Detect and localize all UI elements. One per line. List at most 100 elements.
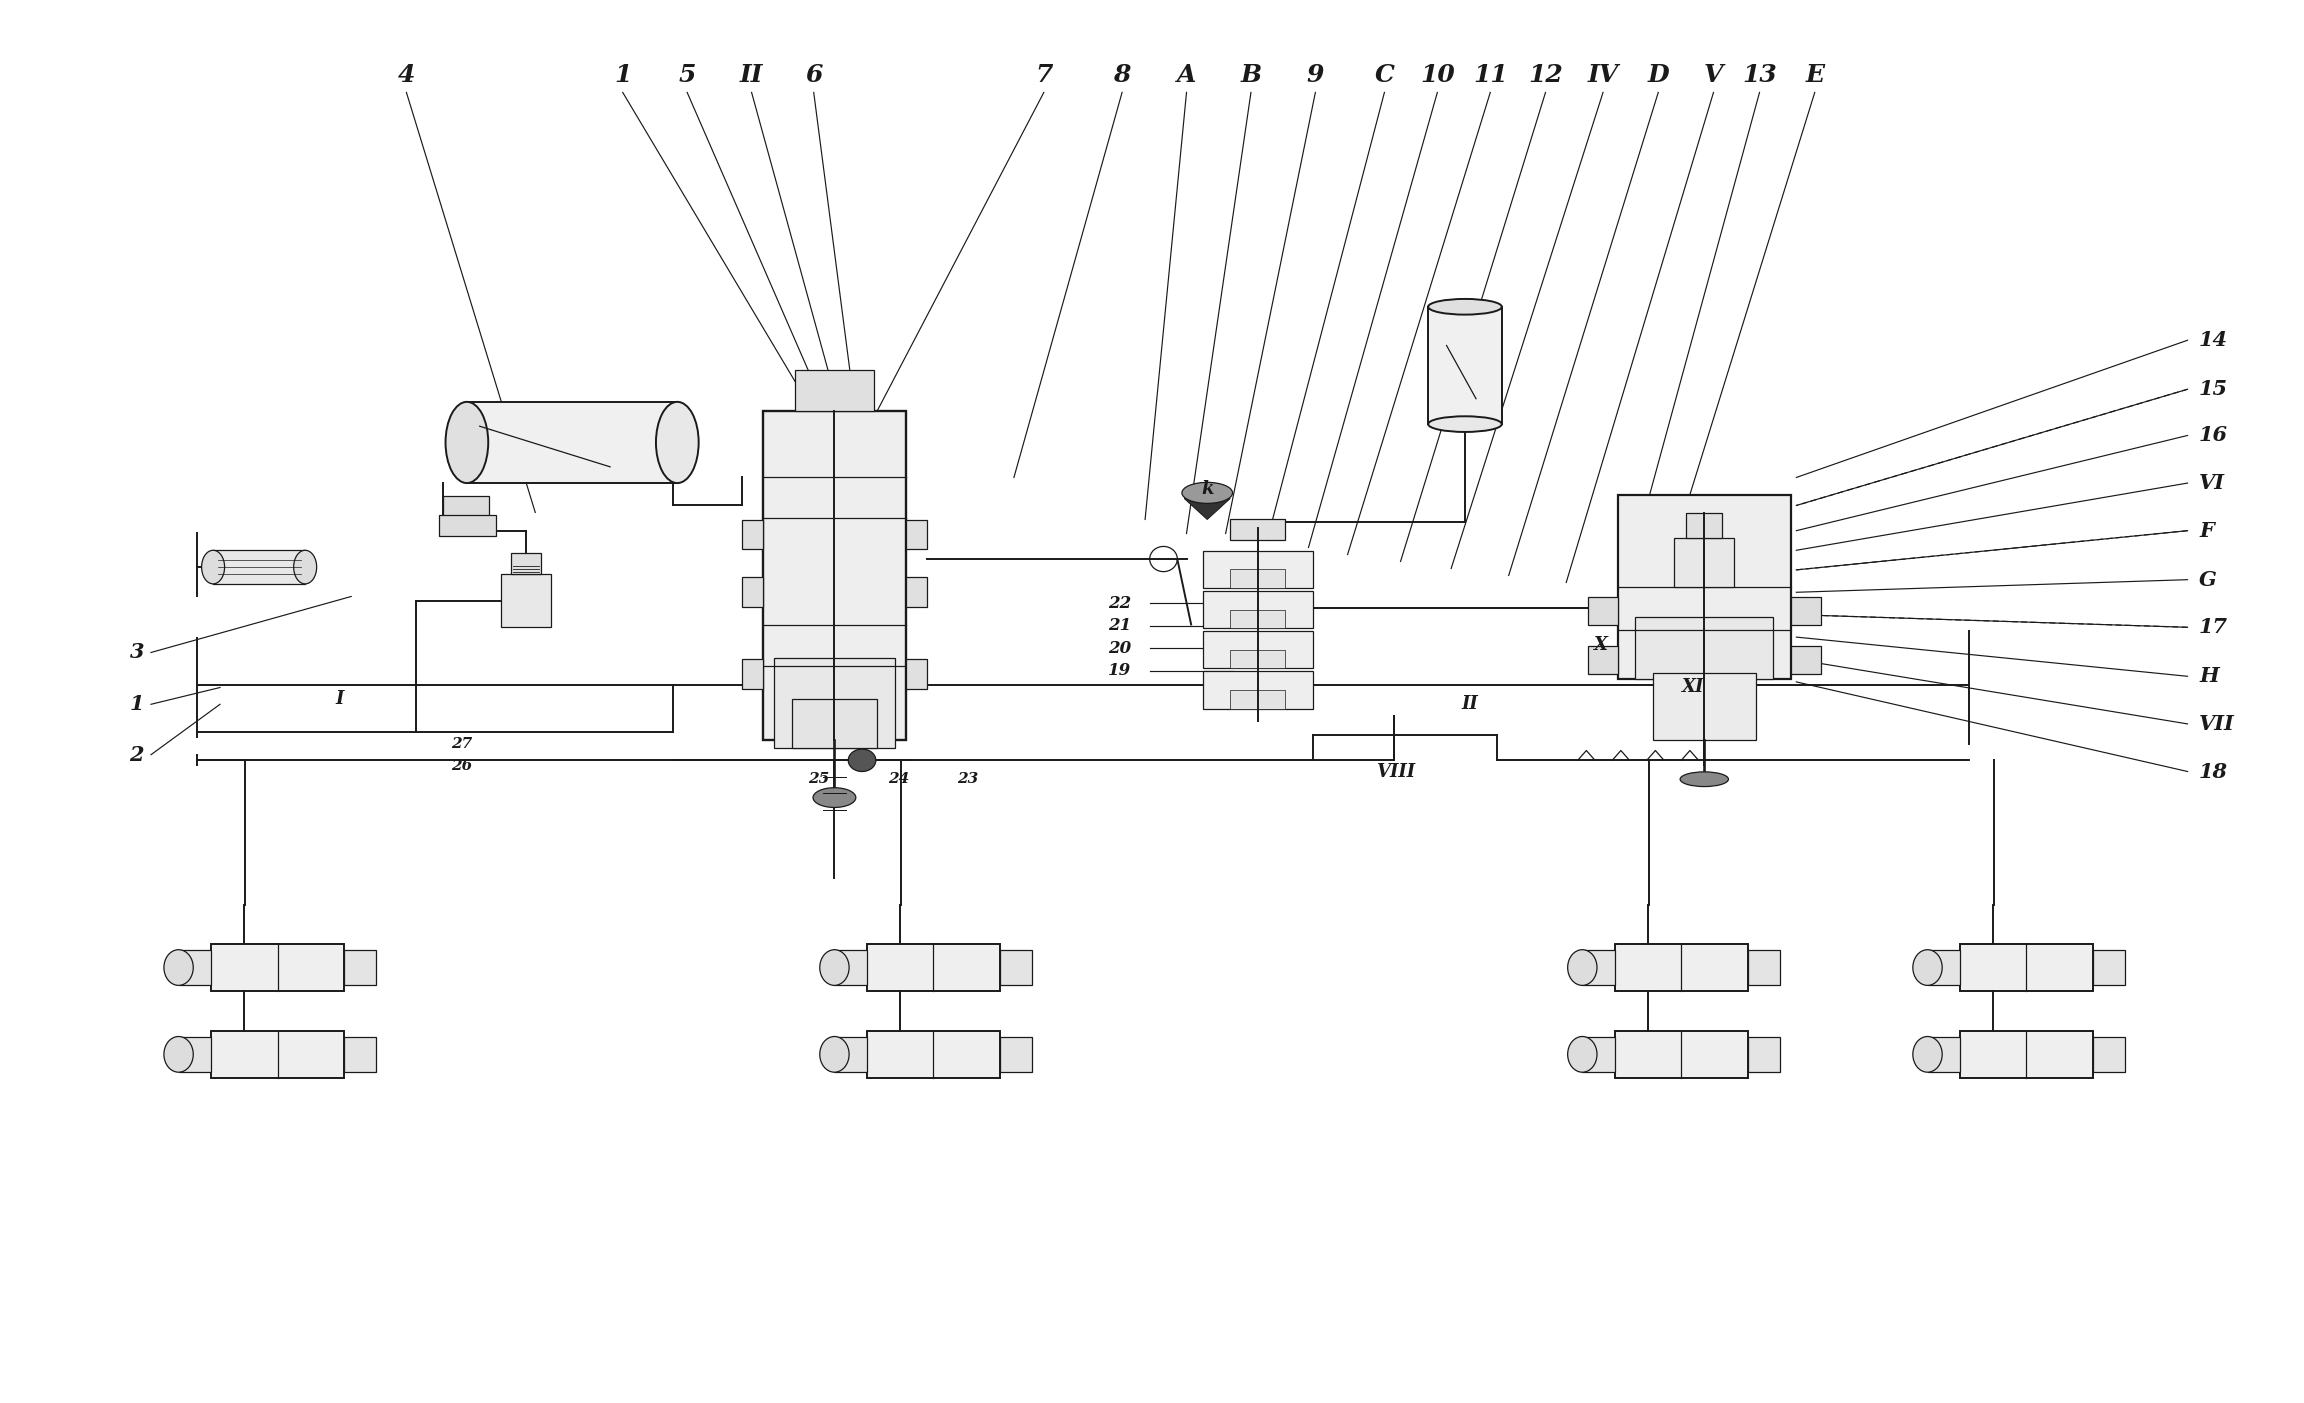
Text: VII: VII: [2198, 714, 2235, 734]
Bar: [1000, 1037, 1032, 1072]
Bar: [763, 411, 905, 739]
Bar: [1587, 598, 1617, 626]
Bar: [511, 553, 541, 574]
Bar: [1749, 950, 1781, 985]
Text: B: B: [1240, 63, 1263, 87]
Bar: [1790, 647, 1820, 675]
Bar: [2094, 1037, 2124, 1072]
Bar: [1230, 650, 1286, 668]
Ellipse shape: [848, 749, 876, 772]
Bar: [866, 944, 1000, 992]
Bar: [1000, 950, 1032, 985]
Bar: [866, 1031, 1000, 1078]
Ellipse shape: [1428, 417, 1502, 432]
Ellipse shape: [293, 550, 316, 584]
Text: 11: 11: [1472, 63, 1507, 87]
Bar: [1749, 1037, 1781, 1072]
Bar: [1652, 672, 1756, 739]
Bar: [1230, 690, 1286, 709]
Bar: [1203, 671, 1313, 709]
Bar: [1961, 944, 2094, 992]
Bar: [742, 577, 763, 606]
Bar: [1583, 950, 1615, 985]
Ellipse shape: [1567, 950, 1597, 985]
Bar: [834, 950, 866, 985]
Text: 17: 17: [2198, 617, 2228, 637]
Bar: [438, 515, 495, 536]
Text: 3: 3: [129, 643, 145, 662]
Bar: [795, 370, 873, 411]
Text: 26: 26: [452, 759, 472, 773]
Ellipse shape: [164, 950, 194, 985]
Bar: [343, 950, 376, 985]
Text: V: V: [1705, 63, 1723, 87]
Ellipse shape: [1680, 772, 1728, 787]
Bar: [180, 1037, 210, 1072]
Bar: [500, 574, 551, 627]
Bar: [1230, 609, 1286, 629]
Text: G: G: [2198, 570, 2216, 589]
Text: XI: XI: [1682, 679, 1705, 696]
Text: II: II: [1461, 696, 1477, 713]
Text: 9: 9: [1306, 63, 1325, 87]
Bar: [1928, 950, 1961, 985]
Bar: [742, 659, 763, 689]
Text: C: C: [1375, 63, 1394, 87]
Bar: [1230, 570, 1286, 588]
Text: 21: 21: [1108, 617, 1131, 634]
Bar: [1615, 944, 1749, 992]
Text: VIII: VIII: [1375, 762, 1415, 780]
Ellipse shape: [1567, 1037, 1597, 1072]
Bar: [1928, 1037, 1961, 1072]
Bar: [834, 1037, 866, 1072]
Text: 10: 10: [1419, 63, 1454, 87]
Bar: [1203, 631, 1313, 668]
Bar: [442, 495, 488, 516]
Bar: [210, 1031, 343, 1078]
Text: 27: 27: [452, 737, 472, 751]
Text: 19: 19: [1108, 662, 1131, 679]
Ellipse shape: [164, 1037, 194, 1072]
Bar: [468, 401, 677, 483]
Ellipse shape: [1428, 299, 1502, 314]
Bar: [1230, 519, 1286, 540]
Text: X: X: [1594, 637, 1608, 654]
Bar: [180, 950, 210, 985]
Ellipse shape: [445, 401, 488, 483]
Bar: [343, 1037, 376, 1072]
Text: k: k: [1200, 480, 1214, 498]
Text: 6: 6: [804, 63, 823, 87]
Bar: [742, 519, 763, 549]
Text: 1: 1: [615, 63, 631, 87]
Text: 24: 24: [889, 772, 910, 786]
Ellipse shape: [657, 401, 698, 483]
Ellipse shape: [1912, 950, 1942, 985]
Bar: [905, 577, 926, 606]
Bar: [1615, 1031, 1749, 1078]
Bar: [905, 659, 926, 689]
Bar: [1636, 617, 1774, 679]
Text: 20: 20: [1108, 640, 1131, 657]
Text: II: II: [740, 63, 763, 87]
Bar: [1687, 513, 1723, 537]
Bar: [1583, 1037, 1615, 1072]
Text: 15: 15: [2198, 379, 2228, 400]
Text: 16: 16: [2198, 425, 2228, 446]
Text: F: F: [2198, 521, 2214, 540]
Bar: [1587, 647, 1617, 675]
Text: VI: VI: [2198, 473, 2226, 492]
Ellipse shape: [813, 787, 855, 808]
Bar: [1675, 537, 1735, 586]
Bar: [1961, 1031, 2094, 1078]
Polygon shape: [1184, 498, 1230, 519]
Text: 22: 22: [1108, 595, 1131, 612]
Text: 18: 18: [2198, 762, 2228, 781]
Ellipse shape: [1182, 483, 1233, 504]
Text: 1: 1: [129, 694, 145, 714]
Text: H: H: [2198, 666, 2219, 686]
Bar: [210, 944, 343, 992]
Bar: [2094, 950, 2124, 985]
Text: 14: 14: [2198, 330, 2228, 351]
Text: A: A: [1177, 63, 1196, 87]
Text: 4: 4: [399, 63, 415, 87]
